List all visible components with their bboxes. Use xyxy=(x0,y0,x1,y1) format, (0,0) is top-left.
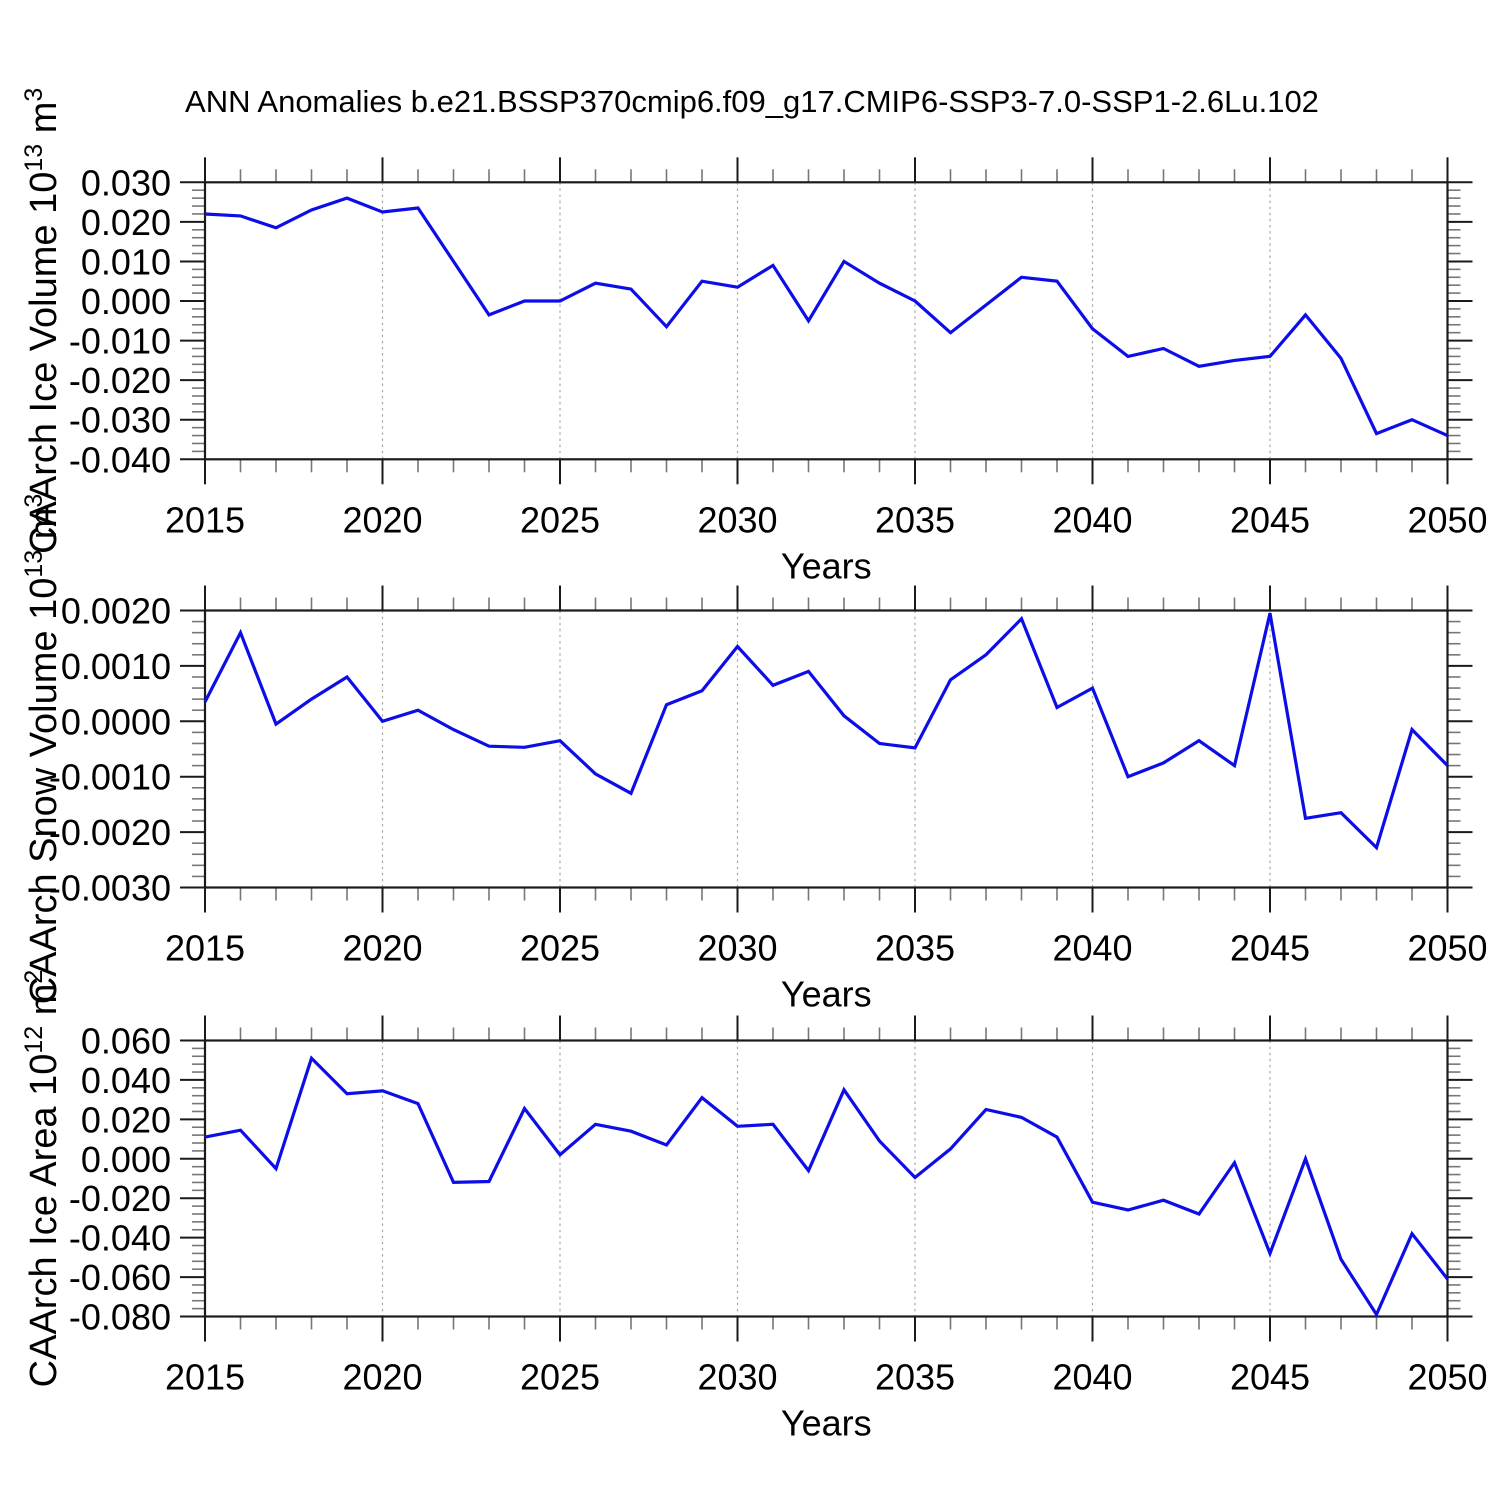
y-tick-label: -0.0010 xyxy=(49,757,171,798)
y-tick-label: -0.080 xyxy=(69,1297,171,1338)
y-tick-label: -0.020 xyxy=(69,1178,171,1219)
x-axis-title: Years xyxy=(781,545,872,586)
x-tick-label: 2035 xyxy=(875,928,955,969)
y-axis-title-part-unit: m xyxy=(23,102,65,144)
y-axis-title-part-main: CAArch Ice Area 10 xyxy=(23,1054,65,1388)
y-axis-title-part-unit: m xyxy=(23,984,65,1026)
x-tick-label: 2015 xyxy=(165,928,245,969)
x-tick-label: 2035 xyxy=(875,1357,955,1398)
y-axis-title: CAArch Ice Area 1012 m2 xyxy=(20,970,65,1388)
y-axis-title-part-unit_exp: 2 xyxy=(20,970,48,984)
x-tick-label: 2040 xyxy=(1052,499,1132,540)
x-tick-label: 2030 xyxy=(697,928,777,969)
x-tick-label: 2025 xyxy=(520,928,600,969)
y-axis-title: CAArch Snow Volume 1013 m3 xyxy=(20,494,65,1005)
x-tick-label: 2040 xyxy=(1052,928,1132,969)
y-tick-label: 0.000 xyxy=(81,281,171,322)
y-tick-label: 0.060 xyxy=(81,1021,171,1062)
plot-frame xyxy=(203,609,1449,889)
y-tick-label: 0.020 xyxy=(81,202,171,243)
data-line-series xyxy=(204,1055,1449,1318)
y-axis-title-part-exp: 12 xyxy=(20,1026,48,1054)
x-tick-label: 2050 xyxy=(1407,1357,1487,1398)
y-tick-label: 0.030 xyxy=(81,162,171,203)
y-tick-label: -0.0030 xyxy=(49,868,171,909)
y-tick-label: 0.000 xyxy=(81,1139,171,1180)
x-tick-label: 2045 xyxy=(1230,1357,1310,1398)
y-axis-title-part-main: CAArch Snow Volume 10 xyxy=(23,578,65,1005)
y-tick-label: 0.040 xyxy=(81,1060,171,1101)
y-axis-title-part-unit_exp: 3 xyxy=(20,88,48,102)
x-tick-label: 2020 xyxy=(342,1357,422,1398)
x-tick-label: 2025 xyxy=(520,499,600,540)
y-axis-title-part-unit_exp: 3 xyxy=(20,494,48,508)
x-tick-label: 2015 xyxy=(165,1357,245,1398)
x-axis-title: Years xyxy=(781,974,872,1015)
x-tick-label: 2030 xyxy=(697,499,777,540)
y-tick-label: 0.0020 xyxy=(61,591,171,632)
y-tick-label: -0.040 xyxy=(69,439,171,480)
x-tick-label: 2045 xyxy=(1230,499,1310,540)
x-tick-label: 2040 xyxy=(1052,1357,1132,1398)
x-tick-label: 2020 xyxy=(342,499,422,540)
y-axis-title-part-exp: 13 xyxy=(20,550,48,578)
x-tick-label: 2020 xyxy=(342,928,422,969)
x-tick-label: 2025 xyxy=(520,1357,600,1398)
x-tick-label: 2015 xyxy=(165,499,245,540)
y-tick-label: 0.010 xyxy=(81,241,171,282)
y-tick-label: -0.040 xyxy=(69,1218,171,1259)
x-tick-label: 2050 xyxy=(1407,499,1487,540)
y-tick-label: -0.0020 xyxy=(49,812,171,853)
plot-frame xyxy=(203,1039,1449,1318)
y-tick-label: 0.0010 xyxy=(61,646,171,687)
data-line-series xyxy=(203,612,1449,851)
y-tick-label: -0.010 xyxy=(69,321,171,362)
y-tick-label: 0.0000 xyxy=(61,701,171,742)
plot-frame xyxy=(203,181,1449,461)
x-tick-label: 2030 xyxy=(697,1357,777,1398)
figure-title: ANN Anomalies b.e21.BSSP370cmip6.f09_g17… xyxy=(185,84,1319,119)
x-tick-label: 2035 xyxy=(875,499,955,540)
y-axis-title-part-exp: 13 xyxy=(20,144,48,172)
x-axis-title: Years xyxy=(781,1403,872,1444)
y-axis-title: CAArch Ice Volume 1013 m3 xyxy=(20,88,65,554)
y-tick-label: -0.030 xyxy=(69,400,171,441)
x-tick-label: 2050 xyxy=(1407,928,1487,969)
chart-3-group: 0.0600.0400.0200.000-0.020-0.040-0.060-0… xyxy=(20,970,1488,1444)
chart-2-group: 0.0020 0.0010 0.0000 -0.0010 -0.0020 -0.0030 2… xyxy=(20,494,1488,1015)
data-line-series xyxy=(204,196,1449,438)
y-tick-label: -0.060 xyxy=(69,1257,171,1298)
y-axis-title-part-main: CAArch Ice Volume 10 xyxy=(23,172,65,554)
x-tick-label: 2045 xyxy=(1230,928,1310,969)
chart-1-group: 0.0300.0200.0100.000-0.010-0.020-0.030-0… xyxy=(20,88,1488,587)
y-axis-title-part-unit: m xyxy=(23,508,65,550)
y-tick-label: -0.020 xyxy=(69,360,171,401)
y-tick-label: 0.020 xyxy=(81,1099,171,1140)
